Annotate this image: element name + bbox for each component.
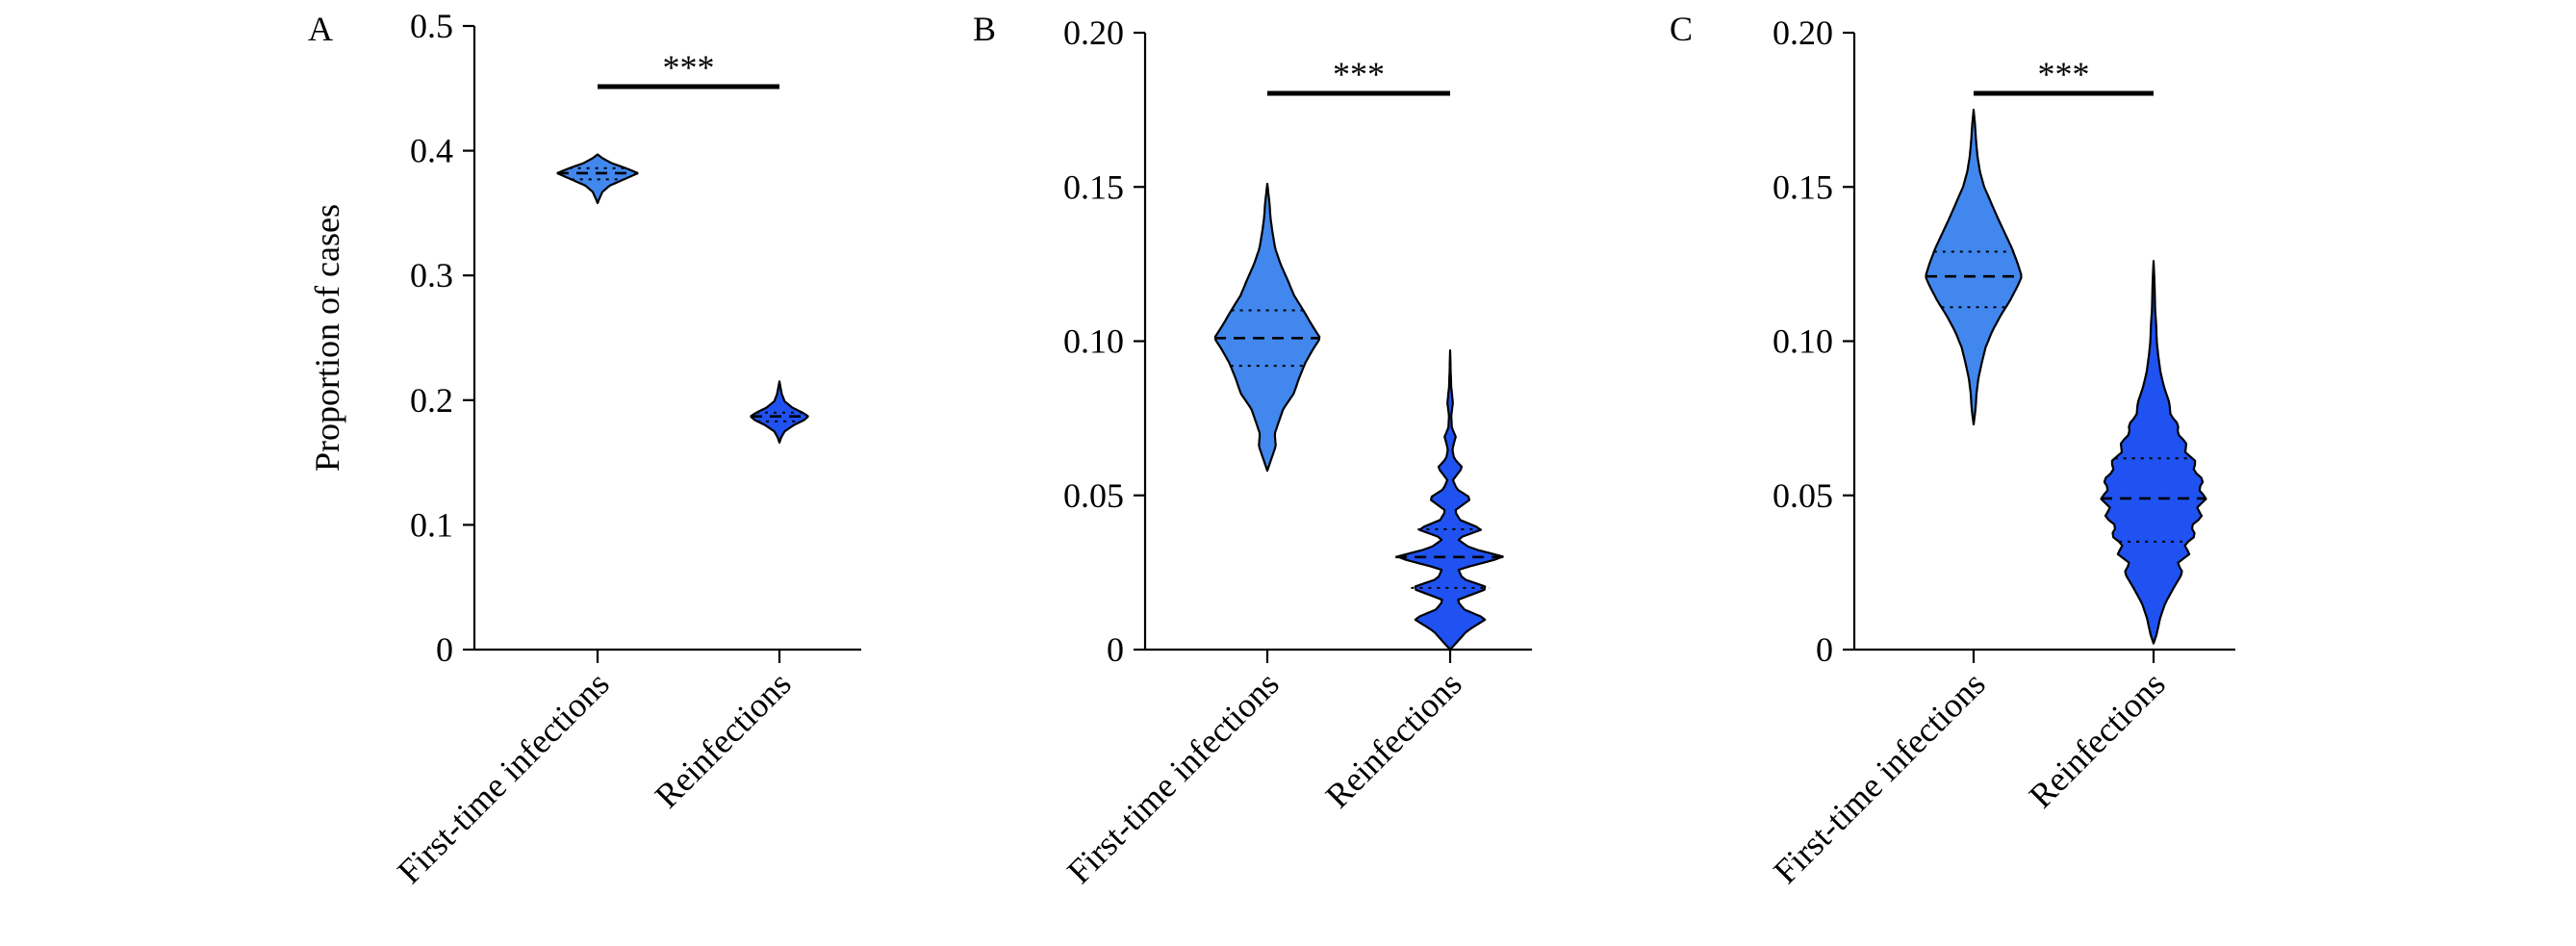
significance-label: *** [1333, 55, 1385, 93]
violin-reinfections [2100, 260, 2207, 645]
y-tick-label: 0.4 [410, 132, 453, 170]
y-tick-label: 0.3 [410, 256, 453, 294]
violin-body [1925, 109, 2023, 426]
y-tick-label: 0.20 [1773, 13, 1833, 52]
y-tick-label: 0.15 [1773, 167, 1833, 206]
violin-first-time [1213, 182, 1321, 473]
violin-first-time [556, 153, 639, 205]
significance-label: *** [663, 48, 715, 87]
y-tick-label: 0 [1107, 630, 1124, 669]
y-tick-label: 0 [1816, 630, 1833, 669]
significance-label: *** [2038, 55, 2090, 93]
panel-label: B [973, 10, 996, 48]
x-tick-label: First-time infections [1059, 664, 1286, 890]
violin-body [1213, 182, 1321, 473]
y-tick-label: 0.10 [1773, 322, 1833, 361]
x-tick-label: Reinfections [2022, 664, 2173, 815]
panel-b: B 0 0.05 0.10 0.15 0.20 First-time infections R… [973, 10, 1532, 891]
x-tick-label: Reinfections [1318, 664, 1469, 815]
y-tick-label: 0.05 [1063, 476, 1124, 515]
violin-body [2100, 260, 2207, 645]
y-axis-title: Proportion of cases [308, 204, 346, 472]
y-tick-label: 0.15 [1063, 167, 1124, 206]
x-tick-label: Reinfections [648, 664, 799, 815]
y-tick-label: 0.2 [410, 381, 453, 420]
x-tick-label: First-time infections [1766, 664, 1992, 890]
panel-label: A [308, 10, 333, 48]
y-tick-label: 0.20 [1063, 13, 1124, 52]
y-tick-label: 0.5 [410, 7, 453, 45]
y-tick-label: 0 [436, 630, 453, 669]
violin-reinfections [750, 380, 809, 444]
y-tick-label: 0.10 [1063, 322, 1124, 361]
violin-body [750, 380, 809, 444]
panel-a: A 0 0.1 0.2 0.3 0.4 0.5 Proportion of cases Firs… [308, 7, 861, 891]
violin-first-time [1925, 109, 2023, 426]
y-tick-label: 0.05 [1773, 476, 1833, 515]
violin-reinfections [1395, 349, 1505, 652]
panel-label: C [1670, 10, 1693, 48]
x-tick-label: First-time infections [390, 664, 616, 890]
violin-body [1396, 349, 1504, 652]
panel-c: C 0 0.05 0.10 0.15 0.20 First-time infections R… [1670, 10, 2235, 891]
y-tick-label: 0.1 [410, 505, 453, 544]
